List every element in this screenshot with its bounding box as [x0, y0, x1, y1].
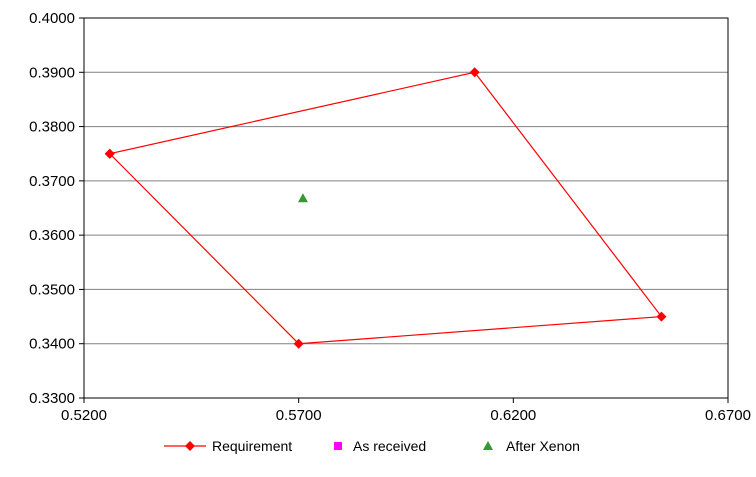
y-tick-label: 0.3300 — [29, 390, 75, 407]
requirement-point — [104, 148, 115, 159]
legend-item-after-xenon: After Xenon — [483, 438, 580, 454]
legend-label: After Xenon — [506, 438, 580, 454]
legend-label: As received — [353, 438, 426, 454]
plot-area — [83, 17, 729, 399]
requirement-point — [656, 311, 667, 322]
legend-item-as-received: As received — [334, 438, 426, 454]
y-tick-label: 0.3400 — [29, 336, 75, 353]
legend-marker — [185, 441, 195, 451]
y-tick-label: 0.3700 — [29, 173, 75, 190]
y-tick-label: 0.3900 — [29, 64, 75, 81]
x-tick-label: 0.5700 — [276, 407, 322, 424]
legend-item-requirement: Requirement — [164, 438, 292, 454]
x-tick-label: 0.5200 — [61, 407, 107, 424]
x-tick-label: 0.6700 — [705, 407, 751, 424]
legend: Requirement As received After Xenon — [164, 438, 580, 454]
after-xenon-point — [297, 193, 308, 203]
y-axis: 0.3300 0.3400 0.3500 0.3600 0.3700 0.3800 0.39… — [29, 10, 84, 407]
legend-label: Requirement — [212, 438, 292, 454]
requirement-point — [469, 67, 480, 78]
requirement-line — [109, 71, 663, 345]
y-tick-label: 0.3500 — [29, 281, 75, 298]
series — [104, 67, 667, 349]
y-tick-label: 0.3600 — [29, 227, 75, 244]
legend-marker — [334, 442, 342, 450]
x-axis: 0.5200 0.5700 0.6200 0.6700 — [61, 398, 751, 424]
requirement-point — [293, 338, 304, 349]
y-tick-label: 0.4000 — [29, 10, 75, 27]
gridlines — [84, 71, 728, 345]
legend-marker — [483, 441, 493, 450]
x-tick-label: 0.6200 — [490, 407, 536, 424]
y-tick-label: 0.3800 — [29, 119, 75, 136]
